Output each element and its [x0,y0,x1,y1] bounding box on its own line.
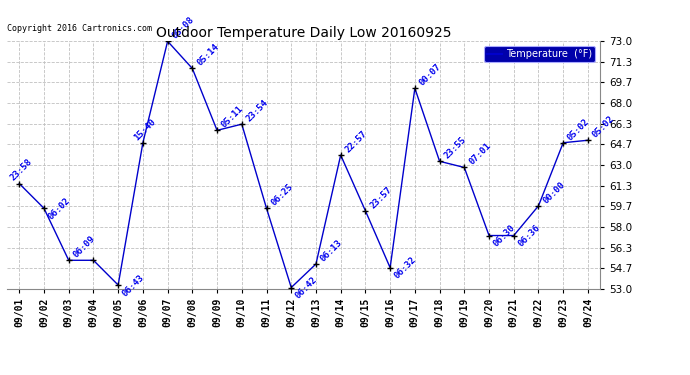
Text: 06:43: 06:43 [121,273,146,298]
Text: 05:02: 05:02 [591,114,616,140]
Text: 06:36: 06:36 [517,223,542,249]
Text: 06:02: 06:02 [47,196,72,221]
Text: 06:42: 06:42 [294,275,319,301]
Legend: Temperature  (°F): Temperature (°F) [484,46,595,62]
Text: 23:58: 23:58 [8,158,34,183]
Text: 00:00: 00:00 [541,180,566,205]
Text: 05:02: 05:02 [566,117,591,142]
Text: 06:32: 06:32 [393,255,418,281]
Title: Outdoor Temperature Daily Low 20160925: Outdoor Temperature Daily Low 20160925 [156,26,451,40]
Text: 07:01: 07:01 [467,141,493,167]
Text: 05:11: 05:11 [220,104,245,130]
Text: 00:07: 00:07 [417,62,443,87]
Text: 23:54: 23:54 [244,98,270,123]
Text: 05:08: 05:08 [170,15,196,40]
Text: Copyright 2016 Cartronics.com: Copyright 2016 Cartronics.com [7,24,152,33]
Text: 06:25: 06:25 [269,182,295,207]
Text: 23:57: 23:57 [368,184,393,210]
Text: 06:13: 06:13 [319,238,344,263]
Text: 06:30: 06:30 [492,223,518,249]
Text: 06:09: 06:09 [72,234,97,260]
Text: 22:57: 22:57 [344,129,369,154]
Text: 05:14: 05:14 [195,42,221,68]
Text: 23:55: 23:55 [442,135,468,160]
Text: 15:40: 15:40 [132,117,157,142]
